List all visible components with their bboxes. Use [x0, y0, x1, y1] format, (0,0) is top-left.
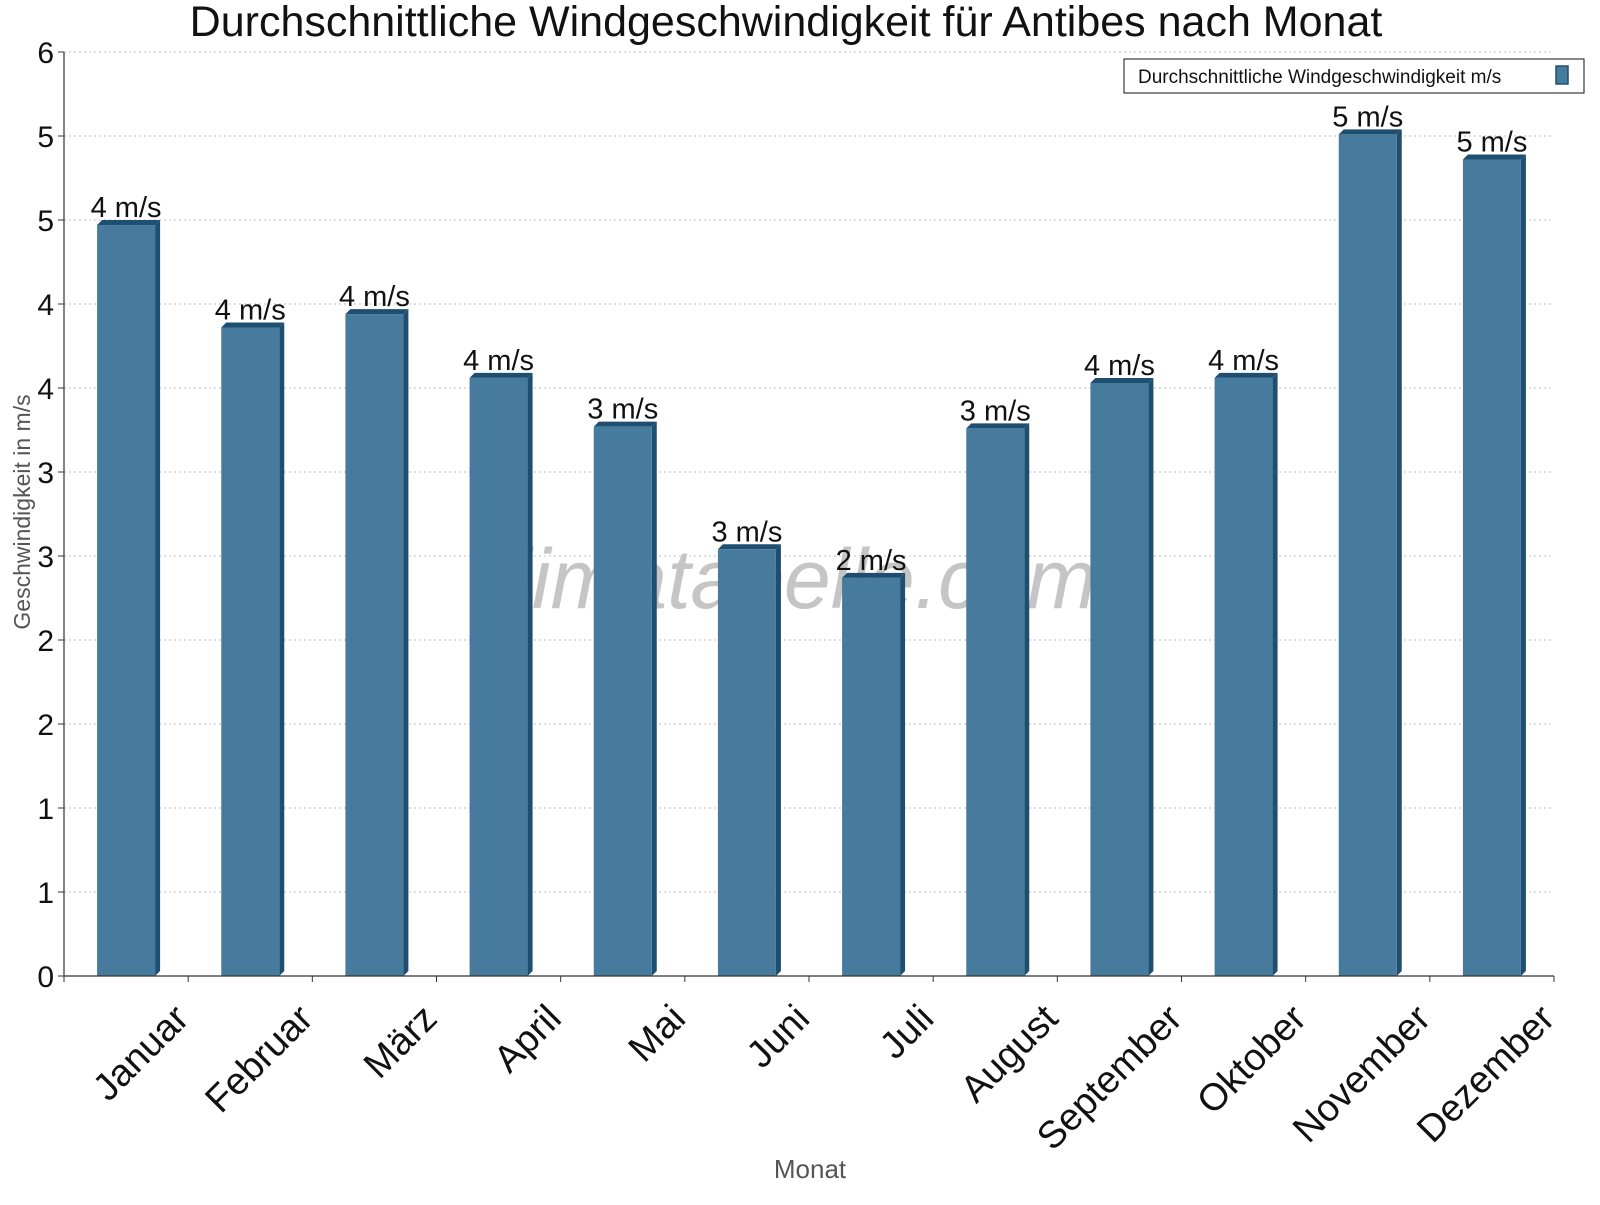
data-label: 4 m/s: [1084, 350, 1155, 382]
chart-title: Durchschnittliche Windgeschwindigkeit fü…: [190, 0, 1383, 46]
data-label: 4 m/s: [463, 345, 534, 377]
bar: [717, 544, 781, 976]
bar-top: [1214, 372, 1278, 378]
y-tick-label: 5: [37, 121, 54, 154]
bar: [1214, 372, 1278, 976]
bar-top: [469, 372, 533, 378]
x-axis-ticks: Januar Februar März April Mai Juni Juli AugustS…: [63, 976, 1563, 1158]
x-axis-title: Monat: [774, 1154, 847, 1184]
bar-front: [842, 577, 901, 976]
x-tick-label: April: [486, 997, 569, 1080]
bar: [842, 572, 906, 976]
bar-front: [469, 377, 528, 976]
bar: [345, 309, 409, 977]
bar-side: [651, 421, 657, 976]
data-label: 4 m/s: [1208, 345, 1279, 377]
bar-top: [966, 423, 1030, 429]
bar: [1338, 129, 1402, 976]
y-axis-ticks: 0 1 1 2 2 3 3 4 4 5 5 6: [37, 37, 64, 994]
y-tick-label: 1: [37, 877, 54, 910]
y-tick-label: 4: [37, 373, 54, 406]
bar: [1090, 377, 1154, 977]
data-label: 4 m/s: [91, 192, 162, 224]
y-tick-label: 4: [37, 289, 54, 322]
bar-side: [1272, 372, 1278, 976]
bar-side: [403, 309, 409, 977]
x-tick-label: Oktober: [1189, 997, 1315, 1123]
bar: [966, 423, 1030, 976]
bar-top: [221, 322, 285, 328]
bar-front: [966, 428, 1025, 976]
bar-front: [221, 327, 280, 976]
bar-side: [1520, 154, 1526, 976]
bar-side: [775, 544, 781, 976]
bar: [1462, 154, 1526, 976]
y-tick-label: 3: [37, 457, 54, 490]
data-label: 3 m/s: [587, 394, 658, 426]
bar-side: [279, 322, 285, 976]
legend-box: [1123, 58, 1585, 94]
data-label: 5 m/s: [1456, 127, 1527, 159]
x-tick-label: März: [356, 997, 445, 1086]
bar-side: [155, 220, 161, 977]
bar-top: [717, 544, 781, 550]
x-tick-label: Juli: [872, 997, 942, 1067]
bar: [469, 372, 533, 976]
y-tick-label: 3: [37, 541, 54, 574]
bar-top: [1338, 129, 1402, 135]
y-tick-label: 6: [37, 37, 54, 70]
bar-top: [593, 421, 657, 427]
axes: [63, 52, 1554, 977]
x-tick-label: August: [953, 997, 1067, 1111]
bar: [97, 220, 161, 977]
grid: [64, 51, 1554, 893]
bar: [221, 322, 285, 976]
bar-side: [1396, 129, 1402, 976]
bar-front: [1214, 377, 1273, 976]
legend: Durchschnittliche Windgeschwindigkeit m/…: [1123, 58, 1585, 94]
bar-front: [345, 314, 404, 977]
bar-side: [900, 572, 906, 976]
data-label: 3 m/s: [711, 516, 782, 548]
x-tick-label: Mai: [621, 997, 694, 1070]
data-label: 2 m/s: [836, 545, 907, 577]
bar-top: [1462, 154, 1526, 160]
legend-label: Durchschnittliche Windgeschwindigkeit m/…: [1138, 67, 1501, 88]
y-tick-label: 2: [37, 709, 54, 742]
bar-top: [345, 309, 409, 315]
data-label: 3 m/s: [960, 395, 1031, 427]
x-tick-label: Juni: [739, 997, 818, 1076]
bar-front: [1090, 382, 1149, 977]
y-tick-label: 1: [37, 793, 54, 826]
bars: [97, 129, 1526, 977]
bar-front: [97, 225, 156, 977]
bar-side: [1024, 423, 1030, 976]
bar-top: [842, 572, 906, 578]
bar: [593, 421, 657, 976]
data-label: 4 m/s: [339, 281, 410, 313]
x-tick-label: Februar: [197, 997, 321, 1121]
data-label: 5 m/s: [1332, 101, 1403, 133]
x-tick-label: Januar: [85, 997, 197, 1109]
bar-front: [1338, 134, 1397, 976]
data-labels: 4 m/s 4 m/s 4 m/s 4 m/s 3 m/s 3 m/s 2 m/s 3 m/s…: [91, 101, 1528, 577]
bar-front: [593, 426, 652, 976]
data-label: 4 m/s: [215, 295, 286, 327]
y-tick-label: 2: [37, 625, 54, 658]
y-tick-label: 0: [37, 961, 54, 994]
bar-side: [527, 372, 533, 976]
y-tick-label: 5: [37, 205, 54, 238]
bar-side: [1148, 377, 1154, 977]
bar-top: [1090, 377, 1154, 383]
bar-front: [717, 549, 776, 976]
bar-front: [1462, 159, 1521, 976]
bar-top: [97, 220, 161, 226]
y-axis-title: Geschwindigkeit in m/s: [9, 394, 35, 629]
x-tick-label: Dezember: [1409, 997, 1563, 1151]
legend-swatch: [1555, 65, 1569, 85]
